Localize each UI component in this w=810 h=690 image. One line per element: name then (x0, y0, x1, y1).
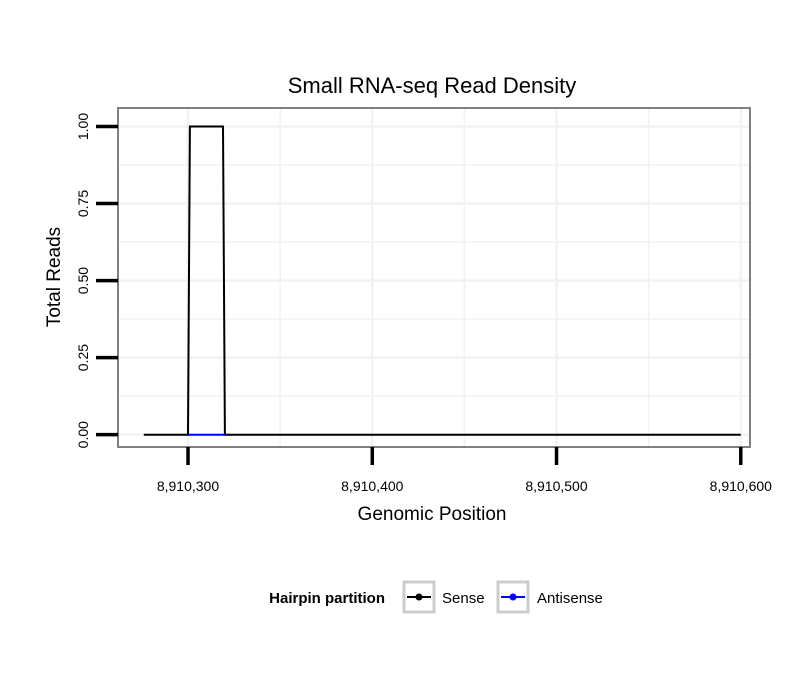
legend: Hairpin partition Sense Antisense (269, 580, 603, 614)
y-tick-label: 0.00 (75, 421, 91, 448)
y-tick-label: 0.25 (75, 344, 91, 371)
x-axis: 8,910,300 8,910,400 8,910,500 8,910,600 (157, 447, 772, 494)
x-tick-label: 8,910,300 (157, 478, 219, 494)
legend-point-antisense (509, 593, 517, 601)
y-tick-label: 0.75 (75, 190, 91, 217)
series-line-sense (143, 125, 741, 436)
y-tick-label: 1.00 (75, 113, 91, 140)
chart-title: Small RNA-seq Read Density (288, 73, 577, 98)
x-tick-label: 8,910,400 (341, 478, 403, 494)
series-layer (143, 125, 741, 436)
y-axis-title: Total Reads (44, 227, 65, 327)
plot-border (117, 107, 751, 448)
legend-label-antisense: Antisense (537, 590, 603, 607)
legend-label-sense: Sense (442, 590, 485, 607)
y-tick-label: 0.50 (75, 267, 91, 294)
x-tick-label: 8,910,500 (525, 478, 587, 494)
legend-point-sense (415, 593, 423, 601)
x-axis-title: Genomic Position (358, 504, 507, 525)
legend-title: Hairpin partition (269, 590, 385, 607)
x-tick-label: 8,910,600 (710, 478, 772, 494)
y-axis: 0.00 0.25 0.50 0.75 1.00 (75, 113, 118, 448)
